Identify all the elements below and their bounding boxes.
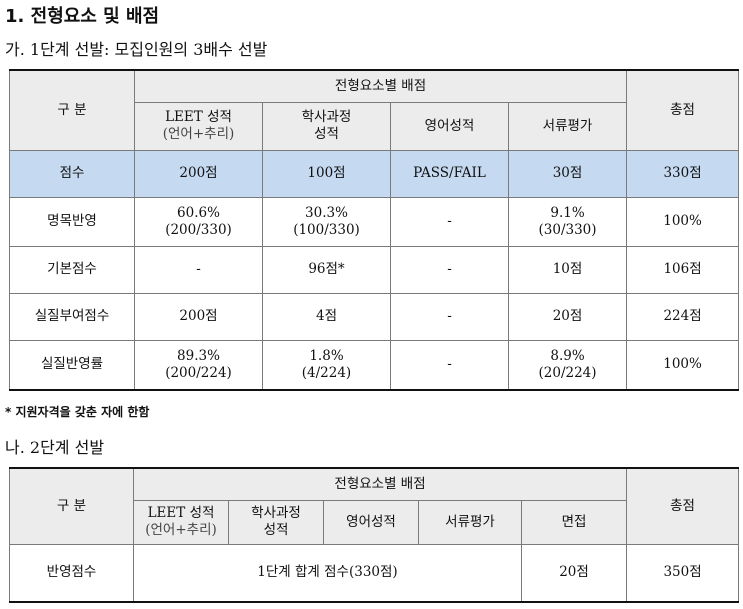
header-english: 영어성적	[390, 101, 509, 151]
table-row: 실질반영률 89.3% (200/224) 1.8% (4/224) - 8.9…	[9, 339, 740, 391]
cell-gpa: 96점*	[262, 245, 391, 294]
cell-total: 224점	[626, 292, 740, 341]
cell-value: 89.3%	[177, 347, 220, 364]
cell-value: 200점	[179, 308, 218, 325]
cell-english: -	[390, 245, 509, 294]
header-group: 구 분	[9, 69, 135, 151]
cell-value: 10점	[552, 261, 583, 278]
header-leet-label: LEET 성적	[147, 505, 215, 522]
cell-ratio: (200/224)	[165, 364, 232, 381]
cell-english: -	[390, 339, 509, 391]
header-leet-label: LEET 성적	[165, 109, 232, 126]
header-leet-sub: (언어+추리)	[162, 126, 235, 142]
cell-total: 350점	[626, 543, 740, 603]
table-row: 반영점수 1단계 합계 점수(330점) 20점 350점	[9, 543, 740, 603]
cell-english: PASS/FAIL	[390, 149, 509, 198]
cell-leet: 200점	[134, 292, 263, 341]
header-total: 총점	[626, 467, 740, 545]
cell-leet: 200점	[134, 149, 263, 198]
cell-gpa: 4점	[262, 292, 391, 341]
row-label: 실질반영률	[9, 339, 135, 391]
main-heading: 1. 전형요소 및 배점	[5, 6, 160, 27]
cell-ratio: (20/224)	[538, 364, 597, 381]
table-row: 명목반영 60.6% (200/330) 30.3% (100/330) - 9…	[9, 196, 740, 247]
section1-title: 가. 1단계 선발: 모집인원의 3배수 선발	[5, 40, 268, 59]
cell-value: 20점	[552, 308, 583, 325]
cell-value: 8.9%	[550, 347, 585, 364]
row-label: 기본점수	[9, 245, 135, 294]
header-leet-sub: (언어+추리)	[145, 522, 217, 538]
cell-total: 100%	[626, 196, 740, 247]
cell-docs: 10점	[507, 245, 628, 294]
cell-value: 9.1%	[550, 204, 585, 221]
cell-value: -	[196, 261, 201, 278]
header-leet: LEET 성적 (언어+추리)	[134, 101, 263, 151]
header-gpa-line2: 성적	[263, 522, 289, 538]
cell-value: 30점	[552, 165, 583, 182]
header-group: 구 분	[9, 467, 134, 545]
cell-leet: 60.6% (200/330)	[134, 196, 263, 247]
cell-gpa: 1.8% (4/224)	[262, 339, 391, 391]
cell-value: 96점*	[308, 261, 345, 278]
cell-value: 1.8%	[309, 347, 344, 364]
cell-total: 106점	[626, 245, 740, 294]
cell-merged: 1단계 합계 점수(330점)	[133, 543, 522, 603]
cell-leet: -	[134, 245, 263, 294]
row-label: 명목반영	[9, 196, 135, 247]
cell-total: 100%	[626, 339, 740, 391]
cell-ratio: (4/224)	[301, 364, 352, 381]
cell-english: -	[390, 292, 509, 341]
cell-english: -	[390, 196, 509, 247]
cell-leet: 89.3% (200/224)	[134, 339, 263, 391]
cell-gpa: 100점	[262, 149, 391, 198]
header-total: 총점	[626, 69, 740, 151]
row-label: 반영점수	[9, 543, 134, 603]
header-gpa-line2: 성적	[314, 126, 339, 142]
cell-ratio: (30/330)	[538, 221, 597, 238]
section2-title: 나. 2단계 선발	[5, 438, 105, 457]
header-category: 전형요소별 배점	[133, 69, 628, 103]
cell-docs: 20점	[507, 292, 628, 341]
cell-docs: 9.1% (30/330)	[507, 196, 628, 247]
cell-interview: 20점	[520, 543, 628, 603]
header-gpa-line1: 학사과정	[251, 505, 301, 522]
cell-total: 330점	[626, 149, 740, 198]
header-interview: 면접	[520, 499, 628, 545]
footnote: * 지원자격을 갖춘 자에 한함	[5, 405, 150, 419]
cell-ratio: (200/330)	[165, 221, 232, 238]
header-gpa: 학사과정 성적	[228, 499, 324, 545]
cell-docs: 30점	[507, 149, 628, 198]
stage2-table: 구 분 전형요소별 배점 총점 LEET 성적 (언어+추리) 학사과정 성적 …	[9, 467, 740, 603]
header-gpa: 학사과정 성적	[262, 101, 391, 151]
cell-value: 200점	[179, 165, 218, 182]
cell-value: 30.3%	[305, 204, 348, 221]
table-row: 기본점수 - 96점* - 10점 106점	[9, 245, 740, 294]
header-docs: 서류평가	[507, 101, 628, 151]
table-row: 실질부여점수 200점 4점 - 20점 224점	[9, 292, 740, 341]
cell-docs: 8.9% (20/224)	[507, 339, 628, 391]
header-docs: 서류평가	[418, 499, 522, 545]
cell-value: 60.6%	[177, 204, 220, 221]
header-english: 영어성적	[323, 499, 419, 545]
row-label: 점수	[9, 149, 135, 198]
cell-ratio: (100/330)	[293, 221, 360, 238]
header-gpa-line1: 학사과정	[301, 109, 352, 126]
stage1-table: 구 분 전형요소별 배점 총점 LEET 성적 (언어+추리) 학사과정 성적 …	[9, 69, 740, 391]
header-leet: LEET 성적 (언어+추리)	[133, 499, 229, 545]
cell-value: 4점	[315, 308, 337, 325]
cell-value: 100점	[307, 165, 346, 182]
cell-gpa: 30.3% (100/330)	[262, 196, 391, 247]
table-row: 점수 200점 100점 PASS/FAIL 30점 330점	[9, 149, 740, 198]
header-category: 전형요소별 배점	[132, 467, 628, 501]
row-label: 실질부여점수	[9, 292, 135, 341]
